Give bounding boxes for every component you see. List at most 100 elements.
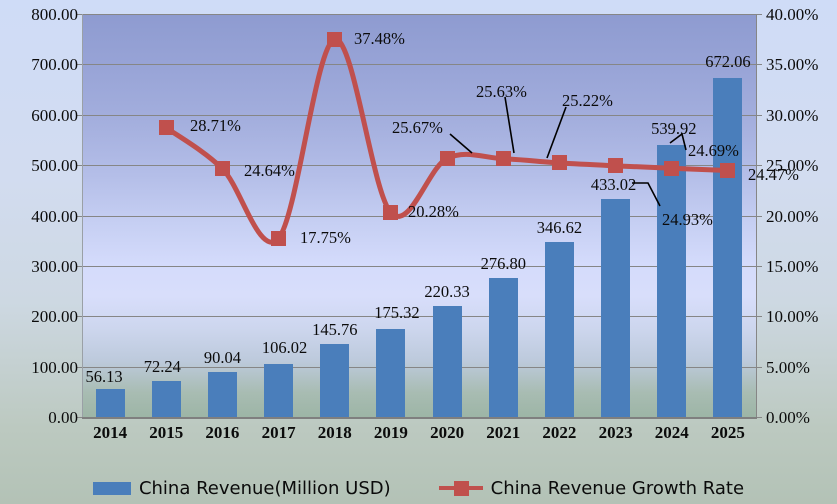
left-axis-tick — [77, 165, 82, 166]
x-axis-label: 2019 — [373, 423, 408, 442]
left-axis-tick-label: 400.00 — [31, 206, 78, 226]
bar[interactable] — [657, 145, 686, 417]
right-axis-tick-label: 35.00% — [766, 55, 819, 75]
left-axis-tick-label: 300.00 — [31, 256, 78, 276]
line-marker[interactable] — [383, 205, 399, 221]
right-axis-tick-label: 40.00% — [766, 5, 819, 24]
right-axis-line — [756, 14, 757, 417]
left-axis-line — [82, 14, 83, 417]
right-axis-tick-label: 25.00% — [766, 156, 819, 176]
left-axis-tick — [77, 216, 82, 217]
gridline — [82, 115, 756, 116]
left-axis-tick — [77, 14, 82, 15]
line-marker[interactable] — [439, 150, 455, 166]
legend-item[interactable]: China Revenue(Million USD) — [92, 477, 391, 499]
line-marker[interactable] — [495, 151, 511, 167]
right-axis-tick-label: 0.00% — [766, 408, 810, 427]
x-axis-label: 2020 — [430, 423, 465, 442]
right-axis-tick-label: 30.00% — [766, 105, 819, 125]
right-axis-tick — [757, 266, 762, 267]
bar[interactable] — [208, 372, 237, 417]
right-axis-tick — [757, 115, 762, 116]
right-axis-tick — [757, 417, 762, 418]
gridline — [82, 367, 756, 368]
legend-label: China Revenue(Million USD) — [138, 477, 391, 499]
right-axis-tick-label: 10.00% — [766, 307, 819, 327]
bar[interactable] — [601, 199, 630, 417]
x-axis-label: 2023 — [598, 423, 633, 442]
left-axis-tick — [77, 115, 82, 116]
left-axis-tick-label: 700.00 — [31, 55, 78, 75]
bar[interactable] — [376, 329, 405, 417]
bar-value-label: 145.76 — [312, 319, 358, 339]
bar-value-label: 106.02 — [261, 337, 308, 357]
bar-value-label: 175.32 — [374, 302, 420, 322]
bar[interactable] — [433, 306, 462, 417]
bar[interactable] — [320, 344, 349, 417]
growth-rate-label: 24.69% — [688, 141, 739, 160]
growth-rate-label: 24.93% — [662, 210, 713, 229]
growth-rate-label: 24.47% — [748, 165, 799, 184]
bar[interactable] — [713, 78, 742, 417]
x-axis-label: 2025 — [710, 423, 745, 442]
x-axis-label: 2016 — [205, 423, 240, 442]
line-marker[interactable] — [158, 120, 174, 136]
left-axis-tick — [77, 266, 82, 267]
line-marker[interactable] — [608, 158, 624, 174]
right-axis-tick — [757, 165, 762, 166]
gridline — [82, 316, 756, 317]
x-axis-label: 2014 — [93, 423, 128, 442]
left-axis-tick — [77, 417, 82, 418]
gridline — [82, 14, 756, 15]
left-axis-tick — [77, 64, 82, 65]
gridline — [82, 165, 756, 166]
gridline — [82, 266, 756, 267]
x-axis-label: 2018 — [317, 423, 352, 442]
growth-rate-label: 37.48% — [354, 29, 405, 48]
x-axis-label: 2021 — [486, 423, 521, 442]
x-axis-label: 2015 — [149, 423, 184, 442]
gridline — [82, 64, 756, 65]
bar-value-label: 276.80 — [480, 253, 526, 273]
legend-item[interactable]: China Revenue Growth Rate — [438, 477, 745, 499]
legend-label: China Revenue Growth Rate — [490, 477, 745, 499]
line-marker[interactable] — [551, 155, 567, 171]
line-marker[interactable] — [664, 160, 680, 176]
bar[interactable] — [264, 364, 293, 417]
line-marker[interactable] — [720, 162, 736, 178]
line-marker[interactable] — [271, 230, 287, 246]
left-axis-tick-label: 200.00 — [31, 307, 78, 327]
bar-value-label: 56.13 — [85, 366, 123, 386]
right-axis-tick-label: 5.00% — [766, 357, 810, 377]
growth-rate-label: 25.63% — [476, 82, 527, 101]
x-axis-label: 2024 — [654, 423, 689, 442]
growth-rate-label: 28.71% — [190, 116, 241, 135]
right-axis-tick — [757, 367, 762, 368]
bar[interactable] — [96, 389, 125, 417]
left-axis-tick — [77, 367, 82, 368]
left-axis-tick — [77, 316, 82, 317]
bar-value-label: 220.33 — [424, 282, 470, 301]
bar-value-label: 672.06 — [705, 52, 751, 72]
right-axis-tick — [757, 216, 762, 217]
right-axis-tick — [757, 316, 762, 317]
growth-rate-label: 25.22% — [562, 91, 613, 110]
line-marker[interactable] — [214, 161, 230, 177]
left-axis-labels: 0.00 100.00 200.00 300.00 400.00 500.00 600.00… — [0, 0, 78, 504]
bar-value-label: 539.92 — [651, 119, 697, 138]
category-axis-line — [82, 417, 757, 419]
growth-rate-label: 20.28% — [408, 202, 459, 221]
line-marker[interactable] — [327, 31, 343, 47]
bar[interactable] — [489, 278, 518, 417]
bar[interactable] — [545, 242, 574, 417]
bar[interactable] — [152, 381, 181, 417]
right-axis-tick-label: 15.00% — [766, 256, 819, 276]
bar-value-label: 90.04 — [203, 347, 241, 367]
left-axis-tick-label: 800.00 — [31, 5, 78, 24]
right-axis-tick — [757, 14, 762, 15]
right-axis-tick — [757, 64, 762, 65]
growth-rate-label: 25.67% — [392, 118, 443, 137]
growth-rate-label: 17.75% — [300, 228, 351, 247]
x-axis-label: 2022 — [542, 423, 577, 442]
